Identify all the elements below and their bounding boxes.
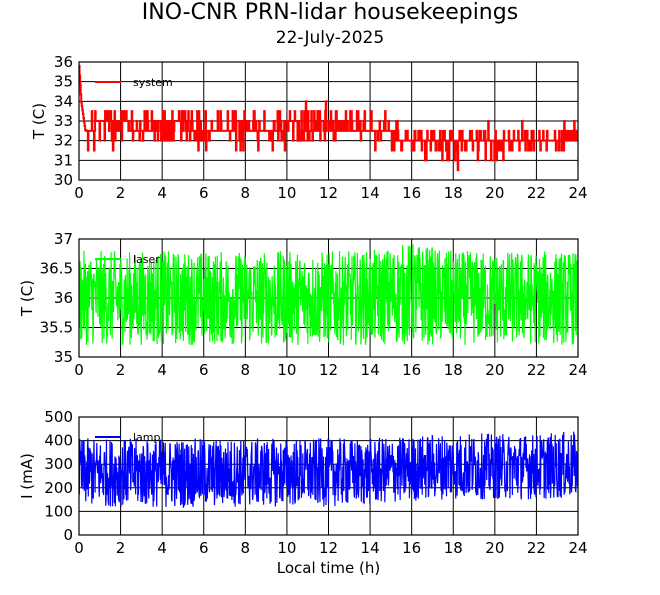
x-tick-label: 22 <box>527 361 546 379</box>
x-tick-label: 20 <box>485 361 504 379</box>
x-tick-label: 20 <box>485 184 504 202</box>
x-tick-label: 6 <box>199 539 209 557</box>
x-tick-label: 2 <box>116 184 126 202</box>
series-line-laser <box>79 244 578 346</box>
legend-label-system: system <box>133 76 173 89</box>
chart-title: INO-CNR PRN-lidar housekeepings <box>141 0 519 25</box>
x-tick-label: 2 <box>116 539 126 557</box>
x-tick-label: 8 <box>241 361 251 379</box>
x-tick-label: 18 <box>444 539 463 557</box>
chart-subtitle: 22-July-2025 <box>275 28 385 48</box>
x-tick-label: 12 <box>319 539 338 557</box>
y-tick-label: 500 <box>44 408 73 426</box>
plot-frame <box>78 416 579 536</box>
y-axis-label: T (C) <box>18 280 36 317</box>
series-line-lamp <box>79 431 578 508</box>
y-tick-label: 30 <box>54 171 73 189</box>
x-tick-label: 24 <box>568 361 587 379</box>
x-tick-label: 16 <box>402 361 421 379</box>
x-tick-label: 18 <box>444 184 463 202</box>
series-line-system <box>79 64 578 172</box>
x-tick-label: 6 <box>199 184 209 202</box>
x-tick-label: 24 <box>568 184 587 202</box>
x-tick-label: 12 <box>319 184 338 202</box>
x-tick-label: 24 <box>568 539 587 557</box>
x-tick-label: 22 <box>527 184 546 202</box>
y-tick-label: 34 <box>54 92 73 110</box>
x-axis-label: Local time (h) <box>277 559 381 577</box>
y-tick-label: 36.5 <box>40 260 73 278</box>
x-tick-label: 0 <box>74 539 84 557</box>
x-tick-label: 10 <box>277 361 296 379</box>
y-tick-label: 300 <box>44 455 73 473</box>
x-tick-label: 6 <box>199 361 209 379</box>
x-tick-label: 10 <box>277 184 296 202</box>
x-tick-label: 16 <box>402 184 421 202</box>
y-tick-label: 36 <box>54 289 73 307</box>
x-tick-label: 10 <box>277 539 296 557</box>
y-tick-label: 36 <box>54 53 73 71</box>
plot-frame <box>78 238 579 358</box>
y-tick-label: 37 <box>54 230 73 248</box>
x-tick-label: 20 <box>485 539 504 557</box>
x-tick-label: 8 <box>241 184 251 202</box>
y-axis-label: I (mA) <box>18 453 36 499</box>
y-tick-label: 35 <box>54 348 73 366</box>
x-tick-label: 4 <box>157 184 167 202</box>
plot-frame <box>78 61 579 181</box>
x-tick-label: 18 <box>444 361 463 379</box>
y-tick-label: 0 <box>63 526 73 544</box>
y-tick-label: 200 <box>44 479 73 497</box>
x-tick-label: 4 <box>157 539 167 557</box>
x-tick-label: 22 <box>527 539 546 557</box>
x-tick-label: 14 <box>361 184 380 202</box>
legend-label-laser: laser <box>133 253 160 266</box>
y-tick-label: 35 <box>54 73 73 91</box>
x-tick-label: 12 <box>319 361 338 379</box>
y-tick-label: 32 <box>54 132 73 150</box>
y-tick-label: 31 <box>54 151 73 169</box>
y-tick-label: 100 <box>44 502 73 520</box>
legend-label-lamp: lamp <box>133 431 161 444</box>
x-tick-label: 4 <box>157 361 167 379</box>
x-tick-label: 16 <box>402 539 421 557</box>
x-tick-label: 8 <box>241 539 251 557</box>
y-tick-label: 35.5 <box>40 319 73 337</box>
y-axis-label: T (C) <box>30 103 48 140</box>
y-tick-label: 33 <box>54 112 73 130</box>
y-tick-label: 400 <box>44 432 73 450</box>
x-tick-label: 2 <box>116 361 126 379</box>
x-tick-label: 0 <box>74 184 84 202</box>
x-tick-label: 0 <box>74 361 84 379</box>
x-tick-label: 14 <box>361 361 380 379</box>
x-tick-label: 14 <box>361 539 380 557</box>
